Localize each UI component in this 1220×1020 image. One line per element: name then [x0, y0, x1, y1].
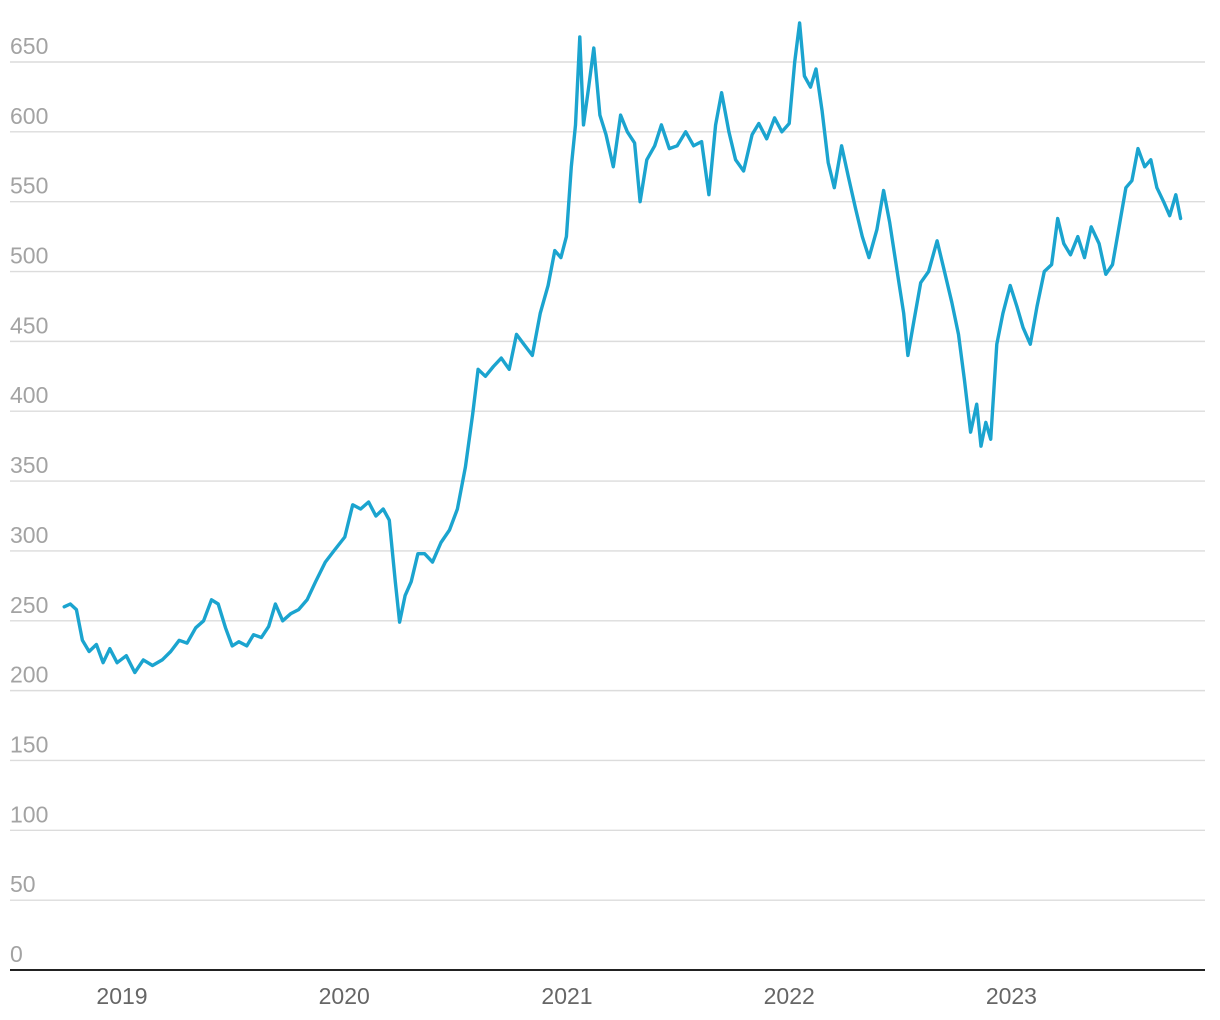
series-line-0: [62, 21, 1183, 675]
gridlines: [10, 61, 1205, 901]
x-tick-label: 2023: [986, 983, 1037, 1009]
y-tick-label: 0: [10, 941, 23, 967]
y-tick-label: 450: [10, 312, 48, 338]
x-tick-label: 2019: [96, 983, 147, 1009]
y-tick-label: 100: [10, 801, 48, 827]
y-tick-label: 250: [10, 592, 48, 618]
x-tick-label: 2022: [764, 983, 815, 1009]
y-tick-label: 550: [10, 173, 48, 199]
x-axis-tick-labels: 2019 2020 2021 2022 2023: [96, 983, 1037, 1009]
series-layer: [62, 21, 1183, 675]
y-tick-label: 400: [10, 382, 48, 408]
y-tick-label: 600: [10, 103, 48, 129]
y-tick-label: 350: [10, 452, 48, 478]
y-tick-label: 650: [10, 33, 48, 59]
y-tick-label: 200: [10, 662, 48, 688]
y-tick-label: 300: [10, 522, 48, 548]
x-tick-label: 2021: [541, 983, 592, 1009]
y-tick-label: 50: [10, 871, 36, 897]
y-tick-label: 500: [10, 243, 48, 269]
y-axis-tick-labels: 0 50 100 150 200 250 300 350 400 450 500 550 600 650: [10, 33, 48, 967]
x-tick-label: 2020: [319, 983, 370, 1009]
y-tick-label: 150: [10, 731, 48, 757]
